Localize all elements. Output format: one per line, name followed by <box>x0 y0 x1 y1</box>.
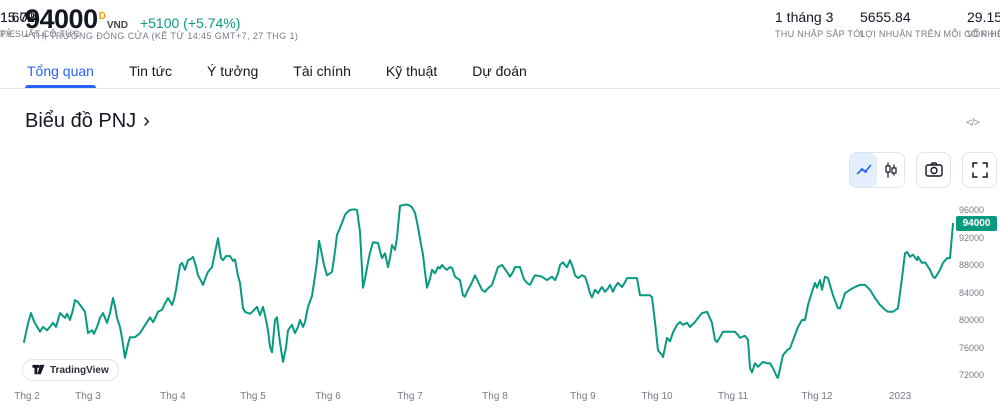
last-price-badge: 94000 <box>956 216 997 232</box>
price-axis-label: 80000 <box>959 315 985 325</box>
page-title: Biểu đồ PNJ <box>25 110 137 132</box>
stat-label: P/E <box>0 29 16 39</box>
time-axis-label: Thg 7 <box>397 391 423 402</box>
tab-tin-tuc[interactable]: Tin tức <box>127 55 174 88</box>
tab-label: Dự đoán <box>472 63 527 79</box>
market-status-text: THỊ TRƯỜNG ĐÓNG CỬA (KỂ TỪ 14:45 GMT+7, … <box>31 31 299 41</box>
stat-eps: 5655.84 LỢI NHUẬN TRÊN MỖI CỔ PHIẾU <box>860 9 1000 39</box>
tab-du-doan[interactable]: Dự đoán <box>470 55 529 88</box>
delayed-data-marker: D <box>98 11 106 22</box>
time-axis-label: Thg 5 <box>240 391 266 402</box>
price-axis-label: 92000 <box>959 232 985 243</box>
line-chart-icon <box>856 164 871 175</box>
price-axis-label: 72000 <box>959 370 985 380</box>
price-axis-label: 76000 <box>959 342 985 353</box>
stat-pe: 15.72 P/E <box>0 9 35 39</box>
tradingview-attribution[interactable]: TradingView <box>22 359 119 381</box>
time-axis-label: Thg 6 <box>315 391 341 402</box>
tab-ky-thuat[interactable]: Kỹ thuật <box>384 55 439 88</box>
stat-label: LỢI NHUẬN TRÊN MỖI CỔ PHIẾU <box>860 29 1000 39</box>
stat-value: 1 tháng 3 <box>775 9 834 25</box>
market-status-dot: • <box>25 31 29 41</box>
price-axis-label: 84000 <box>959 287 985 298</box>
tabbar: Tổng quan Tin tức Ý tưởng Tài chính Kỹ t… <box>25 55 560 88</box>
chart-region: 94000 TradingView 96000 92000 88000 84000 80… <box>0 195 1000 409</box>
line-chart-toggle-button[interactable] <box>850 153 877 187</box>
currency-label: VND <box>106 20 128 31</box>
tab-label: Tổng quan <box>27 63 94 79</box>
tab-label: Tin tức <box>128 63 173 79</box>
market-status: • THỊ TRƯỜNG ĐÓNG CỬA (KỂ TỪ 14:45 GMT+7,… <box>25 31 298 41</box>
tradingview-logo-icon <box>32 364 45 374</box>
tab-label: Ý tưởng <box>207 63 259 79</box>
stat-label: VỐN HÓA <box>967 29 1000 39</box>
stat-label: TỶ SUẤT CỔ TỨC <box>0 29 81 39</box>
price-line-svg[interactable] <box>20 195 955 385</box>
tab-y-tuong[interactable]: Ý tưởng <box>205 55 260 88</box>
tabbar-divider <box>0 88 1000 89</box>
stat-value: 15.72 <box>0 9 36 25</box>
current-price: 94000 <box>25 4 98 34</box>
time-axis-label: Thg 9 <box>570 391 596 402</box>
stat-value: 1.60% <box>0 9 40 25</box>
price-axis-label: 88000 <box>959 260 985 270</box>
time-axis-label: Thg 11 <box>717 391 749 402</box>
price-change: +5100 (+5.74%) <box>139 15 241 31</box>
stat-value: 5655.84 <box>860 9 911 25</box>
tradingview-label: TradingView <box>50 364 109 376</box>
time-axis-label: Thg 2 <box>14 391 40 402</box>
tab-label: Kỹ thuật <box>385 63 438 79</box>
snapshot-button[interactable] <box>916 152 951 188</box>
time-axis-label: Thg 3 <box>75 391 101 402</box>
embed-code-icon[interactable]: </> <box>966 117 980 129</box>
time-axis-label: Thg 10 <box>641 391 673 402</box>
chart-toolbar <box>849 152 997 188</box>
fullscreen-button[interactable] <box>962 152 997 188</box>
chart-section-title-link[interactable]: Biểu đồ PNJ › <box>25 110 150 133</box>
stat-market-cap: 29.159T VỐN HÓA <box>967 9 1000 39</box>
stat-label: THU NHẬP SẮP TỚI <box>775 29 865 39</box>
tab-tai-chinh[interactable]: Tài chính <box>291 55 353 88</box>
price-line <box>23 203 954 379</box>
time-axis-label: Thg 8 <box>482 391 508 402</box>
time-axis-label: 2023 <box>888 391 912 402</box>
tab-tong-quan[interactable]: Tổng quan <box>25 55 96 88</box>
chart-type-toggle <box>849 152 905 188</box>
camera-icon <box>924 162 943 177</box>
price-header: 94000 D VND +5100 (+5.74%) <box>25 6 240 33</box>
stat-upcoming-earnings: 1 tháng 3 THU NHẬP SẮP TỚI <box>775 9 864 39</box>
tab-label: Tài chính <box>293 63 351 79</box>
stat-dividend-yield: 1.60% TỶ SUẤT CỔ TỨC <box>0 9 80 39</box>
candlestick-toggle-button[interactable] <box>877 153 904 187</box>
time-axis-label: Thg 4 <box>160 391 186 402</box>
fullscreen-icon <box>971 162 988 178</box>
chevron-right-icon: › <box>143 110 150 132</box>
time-axis-label: Thg 12 <box>801 391 833 402</box>
candlestick-icon <box>884 162 897 178</box>
stat-value: 29.159T <box>967 9 1000 25</box>
price-axis-label: 96000 <box>959 205 985 215</box>
